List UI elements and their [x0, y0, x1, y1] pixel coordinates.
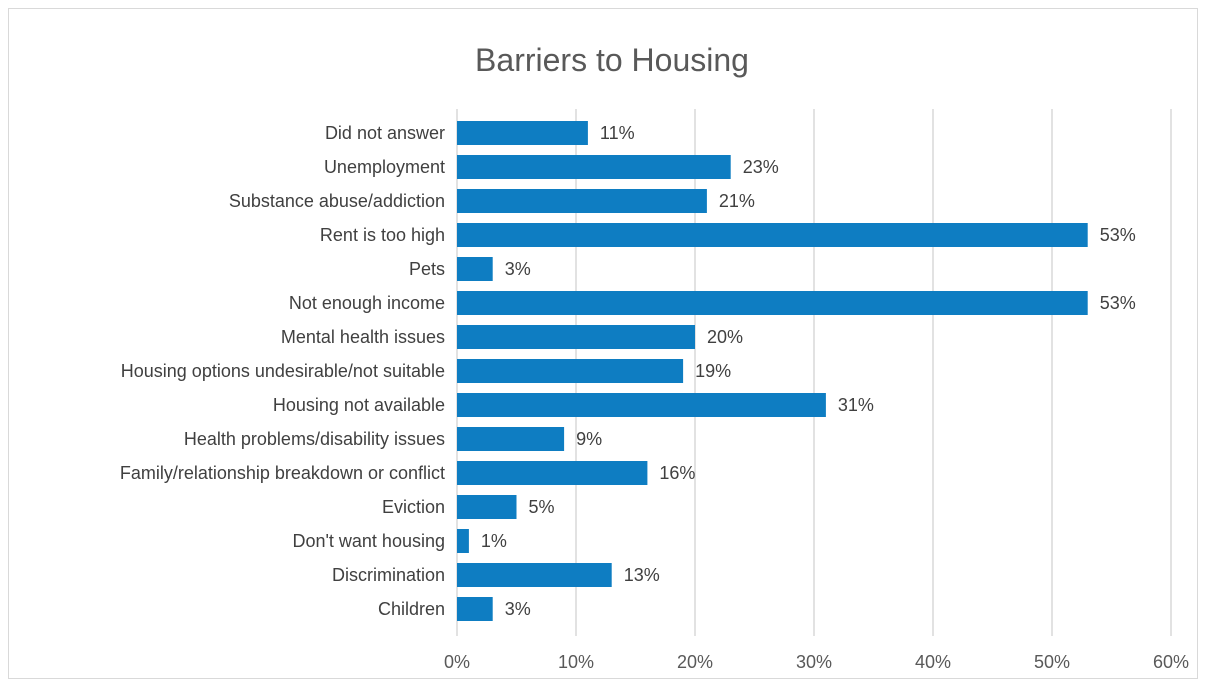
category-label: Don't want housing	[292, 531, 445, 551]
data-label: 20%	[707, 327, 743, 347]
data-label: 11%	[600, 123, 635, 143]
x-tick-label: 0%	[444, 652, 470, 672]
category-label: Eviction	[382, 497, 445, 517]
category-label: Housing not available	[273, 395, 445, 415]
data-label: 13%	[624, 565, 660, 585]
x-tick-label: 10%	[558, 652, 594, 672]
bar	[457, 359, 684, 383]
data-label: 21%	[719, 191, 755, 211]
data-label: 3%	[505, 259, 531, 279]
data-label: 1%	[481, 531, 507, 551]
bar	[457, 563, 612, 587]
x-tick-label: 60%	[1153, 652, 1189, 672]
bar	[457, 495, 517, 519]
category-label: Health problems/disability issues	[184, 429, 445, 449]
category-label: Mental health issues	[281, 327, 445, 347]
category-label: Family/relationship breakdown or conflic…	[120, 463, 445, 483]
bar	[457, 393, 826, 417]
bar	[457, 189, 707, 213]
data-label: 5%	[529, 497, 555, 517]
bar	[457, 223, 1088, 247]
category-label: Discrimination	[332, 565, 445, 585]
bar	[457, 461, 648, 485]
data-labels: 11% 23% 21% 53% 3% 53% 20% 19% 31% 9% 16% 5% 1% 13% 3%	[481, 123, 1136, 619]
category-label: Children	[378, 599, 445, 619]
bar	[457, 155, 731, 179]
data-label: 3%	[505, 599, 531, 619]
bar-chart: Barriers to Housing Did not answer Unempl…	[120, 42, 1189, 672]
bar	[457, 121, 588, 145]
x-tick-label: 50%	[1034, 652, 1070, 672]
category-label: Pets	[409, 259, 445, 279]
data-label: 9%	[576, 429, 602, 449]
x-tick-label: 20%	[677, 652, 713, 672]
data-label: 53%	[1100, 293, 1136, 313]
bar	[457, 427, 565, 451]
bar	[457, 325, 695, 349]
x-axis-tick-labels: 0% 10% 20% 30% 40% 50% 60%	[444, 652, 1189, 672]
category-label: Rent is too high	[320, 225, 445, 245]
bar	[457, 291, 1088, 315]
data-label: 16%	[659, 463, 695, 483]
data-label: 31%	[838, 395, 874, 415]
chart-container: Barriers to Housing Did not answer Unempl…	[8, 8, 1198, 679]
category-label: Unemployment	[324, 157, 445, 177]
x-tick-label: 40%	[915, 652, 951, 672]
category-label: Did not answer	[325, 123, 445, 143]
category-label: Housing options undesirable/not suitable	[121, 361, 445, 381]
category-label: Substance abuse/addiction	[229, 191, 445, 211]
x-tick-label: 30%	[796, 652, 832, 672]
data-label: 53%	[1100, 225, 1136, 245]
category-labels: Did not answer Unemployment Substance abus…	[120, 123, 445, 619]
bar	[457, 257, 493, 281]
bars	[457, 121, 1088, 621]
chart-title: Barriers to Housing	[475, 42, 749, 78]
category-label: Not enough income	[289, 293, 445, 313]
data-label: 23%	[743, 157, 779, 177]
data-label: 19%	[695, 361, 731, 381]
bar	[457, 597, 493, 621]
bar	[457, 529, 469, 553]
